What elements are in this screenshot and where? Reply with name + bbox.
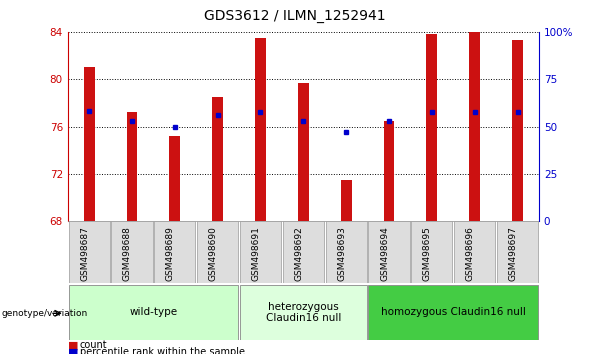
Bar — [197, 221, 238, 283]
Text: homozygous Claudin16 null: homozygous Claudin16 null — [381, 307, 526, 318]
Bar — [369, 221, 409, 283]
Text: GSM498693: GSM498693 — [337, 226, 346, 281]
Bar — [326, 221, 367, 283]
Text: GSM498697: GSM498697 — [508, 226, 518, 281]
Bar — [411, 221, 452, 283]
Text: GSM498695: GSM498695 — [423, 226, 432, 281]
Bar — [68, 285, 238, 340]
Text: heterozygous
Claudin16 null: heterozygous Claudin16 null — [266, 302, 341, 323]
Text: GSM498687: GSM498687 — [80, 226, 89, 281]
Text: wild-type: wild-type — [130, 307, 177, 318]
Bar — [111, 221, 153, 283]
Bar — [283, 221, 324, 283]
Bar — [369, 285, 538, 340]
Text: genotype/variation: genotype/variation — [1, 309, 87, 318]
Text: GSM498691: GSM498691 — [252, 226, 260, 281]
Text: GSM498688: GSM498688 — [123, 226, 132, 281]
Bar — [154, 221, 196, 283]
Text: GSM498692: GSM498692 — [294, 226, 303, 281]
Text: ■: ■ — [68, 340, 78, 350]
Bar — [68, 221, 110, 283]
Text: GSM498694: GSM498694 — [380, 226, 389, 281]
Bar — [240, 285, 367, 340]
Bar — [497, 221, 538, 283]
Bar — [341, 180, 352, 221]
Bar — [212, 97, 223, 221]
Bar — [469, 32, 480, 221]
Bar — [84, 67, 94, 221]
Text: GSM498690: GSM498690 — [209, 226, 218, 281]
Bar — [240, 221, 281, 283]
Text: ■: ■ — [68, 347, 78, 354]
Bar — [255, 38, 266, 221]
Text: GSM498696: GSM498696 — [466, 226, 475, 281]
Bar — [512, 40, 523, 221]
Text: GDS3612 / ILMN_1252941: GDS3612 / ILMN_1252941 — [204, 9, 385, 23]
Text: count: count — [80, 340, 107, 350]
Bar — [127, 112, 137, 221]
Text: GSM498689: GSM498689 — [166, 226, 175, 281]
Bar — [426, 34, 437, 221]
Bar — [383, 121, 395, 221]
Text: percentile rank within the sample: percentile rank within the sample — [80, 347, 244, 354]
Bar — [298, 83, 309, 221]
Bar — [170, 136, 180, 221]
Bar — [454, 221, 495, 283]
